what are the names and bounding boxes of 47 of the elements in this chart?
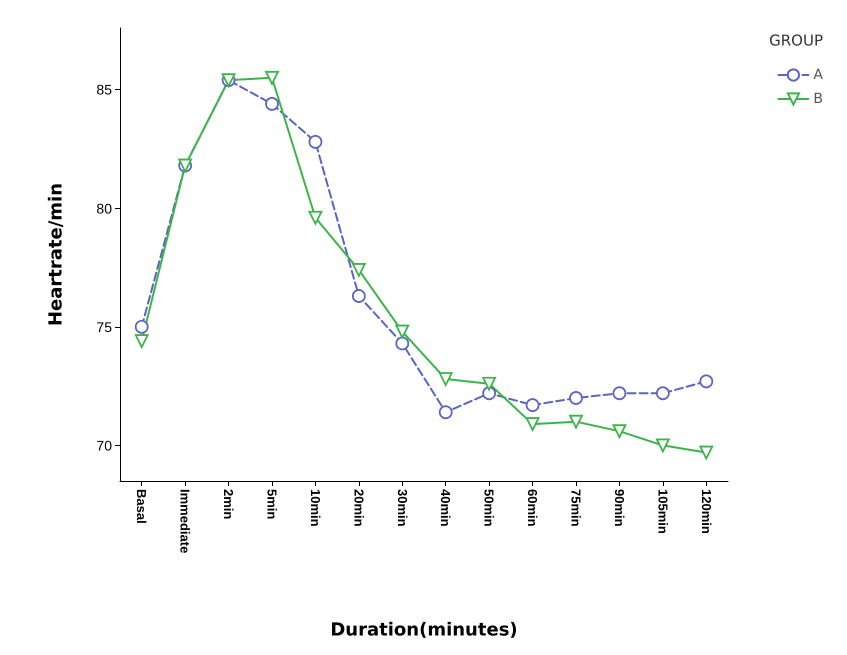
point (569, 391, 583, 405)
point (482, 376, 496, 391)
point (395, 336, 410, 350)
point (265, 97, 279, 111)
point (352, 289, 366, 303)
x-tick-label: 30min (394, 489, 410, 527)
x-tick-label: 105min (655, 489, 670, 534)
y-tick-label: 85 (96, 82, 112, 98)
point (699, 374, 714, 388)
point (134, 320, 149, 334)
point (612, 424, 626, 438)
legend-label: A (813, 67, 824, 83)
legend-label: B (813, 91, 824, 107)
x-tick-label: Immediate (178, 489, 193, 554)
x-tick-label: 40min (438, 489, 454, 527)
x-tick-label: 10min (308, 489, 323, 527)
x-tick-label: 90min (612, 489, 627, 527)
point (612, 386, 626, 400)
x-tick-label: Basal (134, 489, 150, 524)
point (134, 334, 149, 348)
legend-title: GROUP (769, 32, 824, 50)
x-tick-label: 20min (351, 489, 366, 527)
point (308, 210, 322, 225)
point (438, 405, 453, 420)
x-tick-label: 60min (525, 489, 540, 527)
point (308, 134, 322, 149)
x-tick-label: 75min (568, 489, 584, 527)
x-tick-label: 120min (698, 489, 714, 534)
point (395, 324, 410, 338)
point (352, 263, 366, 277)
y-tick-label: 80 (96, 200, 112, 216)
y-tick-label: 70 (96, 437, 112, 454)
x-axis-title: Duration(minutes) (330, 620, 518, 640)
point (526, 398, 540, 412)
point (438, 372, 453, 386)
x-tick-label: 50min (482, 489, 497, 527)
x-tick-label: 5min (264, 489, 280, 520)
y-axis-title: Heartrate/min (46, 182, 66, 326)
point (699, 446, 714, 460)
y-tick-label: 75 (96, 318, 112, 335)
point (656, 438, 670, 452)
point (569, 414, 583, 429)
x-tick-label: 2min (221, 489, 236, 520)
point (482, 386, 496, 400)
point (656, 386, 670, 400)
point (526, 417, 540, 431)
point (265, 70, 279, 85)
